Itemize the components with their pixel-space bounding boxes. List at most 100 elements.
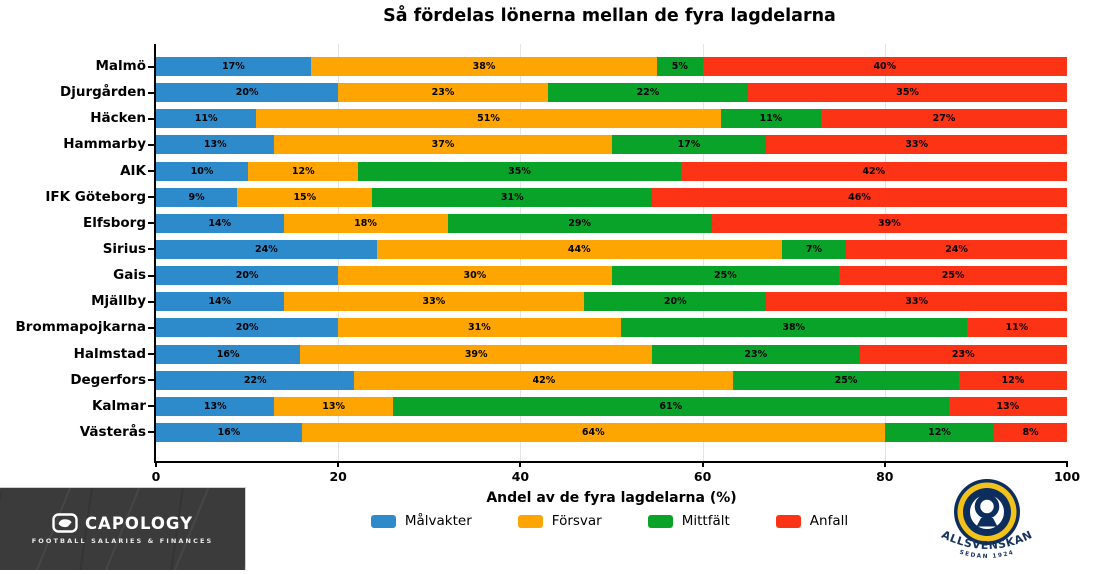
value-label: 22% <box>243 374 267 386</box>
stacked-bar: 13% 37% 17% 33% <box>156 135 1067 155</box>
bar-segment: 15% <box>237 187 373 207</box>
bar-segment: 61% <box>392 396 949 416</box>
bar-segment: 13% <box>274 396 393 416</box>
stacked-bar: 16% 39% 23% 23% <box>156 344 1067 364</box>
value-label: 46% <box>848 191 871 203</box>
bar-segment: 35% <box>748 83 1067 103</box>
value-label: 20% <box>663 296 687 308</box>
value-label: 61% <box>659 400 683 412</box>
x-tick-mark <box>701 461 704 467</box>
chart-title: Så fördelas lönerna mellan de fyra lagde… <box>383 6 836 26</box>
bar-rows: Malmö 17% 38% 5% 40% Djurgården 20% 23% 22% 35% Hä… <box>16 44 1068 461</box>
bar-segment: 23% <box>338 83 548 103</box>
bar-segment: 14% <box>156 213 284 233</box>
bar-segment: 5% <box>657 57 703 76</box>
value-label: 16% <box>217 426 241 438</box>
value-label: 18% <box>354 217 377 229</box>
value-label: 33% <box>905 139 929 151</box>
bar-row: Hammarby 13% 37% 17% 33% <box>63 135 1067 155</box>
capology-logo-row: CAPOLOGY <box>52 513 193 533</box>
value-label: 12% <box>1001 374 1025 386</box>
stacked-bar: 20% 31% 38% 11% <box>156 318 1067 338</box>
bar-segment: 14% <box>156 292 284 312</box>
capology-wordmark: CAPOLOGY <box>84 513 194 533</box>
value-label: 31% <box>500 191 524 203</box>
bar-row: Häcken 11% 51% 11% 27% <box>90 109 1067 129</box>
y-tick-mark <box>148 248 156 251</box>
value-label: 17% <box>677 139 701 151</box>
stacked-bar: 22% 42% 25% 12% <box>156 370 1067 390</box>
capology-icon <box>52 513 78 533</box>
bar-row: Gais 20% 30% 25% 25% <box>113 266 1067 286</box>
bar-segment: 51% <box>256 109 721 129</box>
bar-segment: 18% <box>283 213 448 233</box>
capology-logo: CAPOLOGY FOOTBALL SALARIES & FINANCES <box>0 487 246 570</box>
bar-segment: 31% <box>338 318 621 338</box>
bar-segment: 22% <box>547 83 749 103</box>
category-label: IFK Göteborg <box>45 188 146 205</box>
bar-segment: 20% <box>156 83 339 103</box>
bar-row: Malmö 17% 38% 5% 40% <box>95 57 1068 76</box>
value-label: 27% <box>932 113 956 125</box>
category-label: AIK <box>120 162 146 179</box>
category-label: Brommapojkarna <box>15 319 147 336</box>
bar-segment: 16% <box>156 422 302 442</box>
bar-segment: 27% <box>821 109 1067 129</box>
allsvenskan-subtitle: SEDAN 1924 <box>959 550 1014 560</box>
bar-segment: 12% <box>248 161 359 181</box>
capology-tagline: FOOTBALL SALARIES & FINANCES <box>31 537 214 545</box>
stacked-bar: 17% 38% 5% 40% <box>156 57 1068 76</box>
stacked-bar: 14% 33% 20% 33% <box>156 292 1067 312</box>
legend: Målvakter Försvar Mittfält Anfall <box>154 513 1065 529</box>
value-label: 17% <box>222 61 245 72</box>
bar-segment: 25% <box>733 370 959 390</box>
bar-segment: 33% <box>283 292 585 312</box>
value-label: 5% <box>671 61 688 72</box>
bar-segment: 11% <box>720 109 822 129</box>
bar-segment: 25% <box>839 266 1067 286</box>
value-label: 24% <box>945 243 968 255</box>
stacked-bar: 10% 12% 35% 42% <box>156 161 1067 181</box>
category-label: Gais <box>113 267 146 284</box>
y-tick-mark <box>148 405 156 408</box>
bar-segment: 42% <box>354 370 734 390</box>
category-label: Djurgården <box>60 84 146 101</box>
legend-label: Målvakter <box>404 513 472 529</box>
value-label: 39% <box>464 348 488 360</box>
stacked-bar: 20% 23% 22% 35% <box>156 83 1067 103</box>
category-label: Kalmar <box>91 397 146 414</box>
value-label: 13% <box>322 400 346 412</box>
bar-segment: 30% <box>338 266 612 286</box>
bar-segment: 10% <box>156 161 249 181</box>
x-tick-label: 60 <box>693 469 712 484</box>
legend-item: Mittfält <box>647 513 730 529</box>
bar-segment: 17% <box>611 135 767 155</box>
bar-segment: 46% <box>652 187 1067 207</box>
x-tick-label: 100 <box>1053 469 1081 484</box>
category-label: Västerås <box>79 423 146 440</box>
category-label: Sirius <box>102 240 146 257</box>
y-tick-mark <box>148 431 156 434</box>
allsvenskan-emblem <box>974 494 1000 519</box>
value-label: 14% <box>208 296 232 308</box>
y-tick-mark <box>148 170 156 173</box>
x-tick-label: 20 <box>329 469 347 484</box>
bar-segment: 9% <box>156 187 238 207</box>
x-tick-label: 0 <box>151 469 161 484</box>
value-label: 33% <box>422 296 446 308</box>
bar-segment: 11% <box>156 109 257 129</box>
bar-segment: 24% <box>156 239 377 259</box>
value-label: 38% <box>472 61 496 72</box>
x-axis: 0 20 40 60 80 100 <box>152 461 1080 491</box>
stacked-bar: 11% 51% 11% 27% <box>156 109 1067 129</box>
stacked-bar: 24% 44% 7% 24% <box>156 239 1067 259</box>
bar-segment: 20% <box>156 266 339 286</box>
x-tick-mark <box>337 461 340 467</box>
bar-row: Degerfors 22% 42% 25% 12% <box>70 370 1067 390</box>
bar-segment: 64% <box>301 422 885 442</box>
bar-row: Västerås 16% 64% 12% 8% <box>80 422 1067 442</box>
x-tick-mark <box>155 461 157 467</box>
value-label: 39% <box>877 217 901 229</box>
bar-segment: 33% <box>766 292 1067 312</box>
allsvenskan-badge: ALLSVENSKAN SEDAN 1924 <box>933 478 1041 570</box>
